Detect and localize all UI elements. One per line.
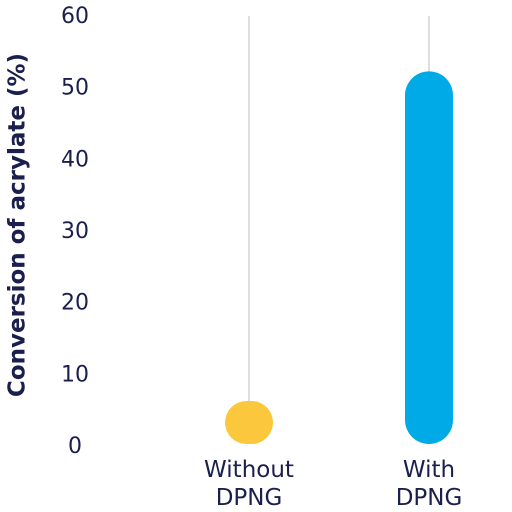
x-tick-label: With DPNG (395, 457, 463, 511)
y-tick-label: 50 (61, 76, 89, 101)
bar (225, 401, 273, 444)
x-tick-label: Without DPNG (204, 457, 294, 511)
y-tick-label: 40 (61, 147, 89, 172)
bar (405, 71, 453, 444)
y-axis-label: Conversion of acrylate (%) (5, 53, 31, 397)
y-tick-label: 60 (61, 4, 89, 29)
y-tick-label: 20 (61, 291, 89, 316)
y-tick-label: 0 (68, 434, 82, 459)
y-tick-label: 10 (61, 362, 89, 387)
y-tick-label: 30 (61, 219, 89, 244)
